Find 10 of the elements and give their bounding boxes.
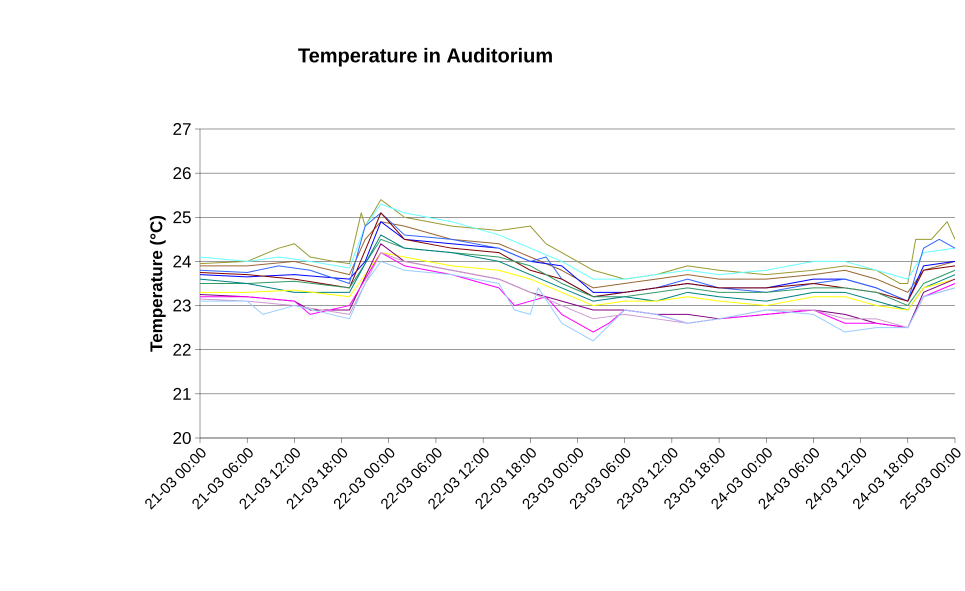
y-axis-title: Temperature (°C) — [150, 216, 166, 352]
y-tick-label: 24 — [173, 255, 191, 268]
y-tick-label: 21 — [173, 388, 191, 400]
y-tick-label: 26 — [173, 167, 191, 180]
y-tick-label: 27 — [173, 123, 191, 135]
y-tick-label: 25 — [173, 211, 191, 224]
y-tick-label: 22 — [173, 344, 191, 356]
chart-title: Temperature in Auditorium — [298, 48, 552, 66]
y-tick-label: 23 — [173, 300, 191, 312]
y-tick-label: 20 — [173, 432, 191, 444]
